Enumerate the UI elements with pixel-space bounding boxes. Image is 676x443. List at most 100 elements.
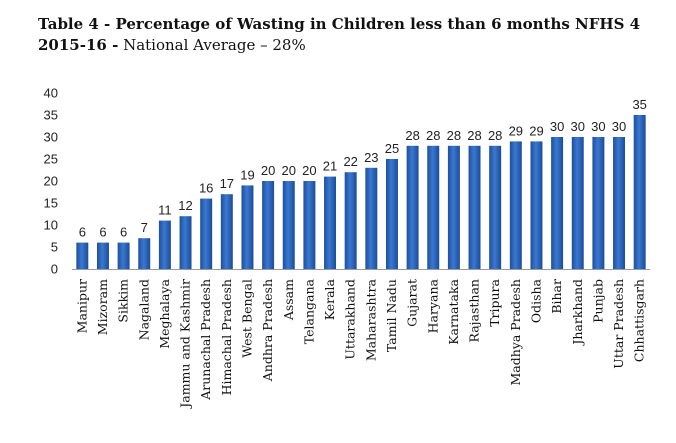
category-label: Jharkhand bbox=[570, 279, 585, 347]
bar bbox=[282, 181, 295, 269]
category-label: Bihar bbox=[549, 279, 564, 314]
bar bbox=[571, 137, 584, 269]
bar bbox=[76, 242, 89, 269]
data-label: 6 bbox=[99, 225, 106, 240]
bar bbox=[241, 185, 254, 269]
bar bbox=[179, 216, 192, 269]
bar bbox=[117, 242, 130, 269]
category-label: Himachal Pradesh bbox=[219, 279, 234, 395]
bar bbox=[406, 145, 419, 269]
data-label: 30 bbox=[591, 119, 605, 134]
bar bbox=[200, 198, 213, 269]
category-label: Telangana bbox=[301, 278, 316, 344]
data-label: 23 bbox=[364, 150, 378, 165]
category-label: Rajasthan bbox=[467, 279, 482, 342]
data-label: 30 bbox=[571, 119, 585, 134]
bar bbox=[551, 137, 564, 269]
y-tick-label: 25 bbox=[44, 152, 58, 167]
category-label: Jammu and Kashmir bbox=[178, 279, 193, 410]
data-label: 16 bbox=[199, 181, 213, 196]
category-label: Meghalaya bbox=[157, 278, 172, 348]
title-line: Table 4 - Percentage of Wasting in Child… bbox=[38, 15, 641, 33]
data-label: 20 bbox=[282, 163, 296, 178]
category-label: Sikkim bbox=[116, 279, 131, 323]
data-label: 20 bbox=[302, 163, 316, 178]
category-label: Uttar Pradesh bbox=[611, 279, 626, 369]
bar bbox=[303, 181, 316, 269]
data-label: 29 bbox=[509, 123, 523, 138]
labels-layer: 6 Manipur 6 Mizoram 6 Sikkim 7 Nagaland 11 Meghal… bbox=[74, 97, 647, 410]
y-tick-label: 0 bbox=[51, 262, 58, 277]
bar bbox=[385, 159, 398, 269]
bar bbox=[365, 167, 378, 269]
category-label: Assam bbox=[281, 279, 296, 321]
category-label: Gujarat bbox=[405, 279, 420, 327]
data-label: 7 bbox=[141, 220, 148, 235]
data-label: 20 bbox=[261, 163, 275, 178]
subtitle-bold: 2015-16 - bbox=[38, 36, 119, 54]
y-tick-label: 30 bbox=[44, 130, 58, 145]
data-label: 21 bbox=[323, 159, 337, 174]
category-label: Maharashtra bbox=[363, 278, 378, 361]
category-label: Mizoram bbox=[95, 279, 110, 335]
data-label: 30 bbox=[550, 119, 564, 134]
bar bbox=[96, 242, 109, 269]
category-label: Tamil Nadu bbox=[384, 279, 399, 352]
bar bbox=[138, 238, 151, 269]
category-label: Uttarakhand bbox=[343, 279, 358, 360]
bar bbox=[592, 137, 605, 269]
y-tick-label: 35 bbox=[44, 108, 58, 123]
y-tick-label: 5 bbox=[51, 240, 58, 255]
data-label: 29 bbox=[529, 123, 543, 138]
bar bbox=[509, 141, 522, 269]
bar bbox=[344, 172, 357, 269]
chart-title: Table 4 - Percentage of Wasting in Child… bbox=[38, 14, 668, 56]
data-label: 35 bbox=[632, 97, 646, 112]
data-label: 19 bbox=[240, 167, 254, 182]
bar bbox=[530, 141, 543, 269]
category-label: Punjab bbox=[590, 279, 605, 323]
category-label: Manipur bbox=[74, 279, 89, 333]
data-label: 12 bbox=[178, 198, 192, 213]
bar bbox=[613, 137, 626, 269]
category-label: Nagaland bbox=[136, 279, 151, 340]
axis-layer: 0 5 10 15 20 25 30 35 40 bbox=[44, 86, 650, 277]
data-label: 22 bbox=[343, 154, 357, 169]
bar bbox=[220, 194, 233, 269]
y-tick-label: 40 bbox=[44, 86, 58, 101]
y-tick-label: 20 bbox=[44, 174, 58, 189]
bar bbox=[324, 176, 337, 269]
y-tick-label: 10 bbox=[44, 218, 58, 233]
category-label: Chhattisgarh bbox=[632, 279, 647, 362]
bar bbox=[468, 145, 481, 269]
data-label: 11 bbox=[158, 203, 172, 218]
bar bbox=[158, 220, 171, 269]
y-tick-label: 15 bbox=[44, 196, 58, 211]
category-label: Andhra Pradesh bbox=[260, 279, 275, 382]
data-label: 30 bbox=[612, 119, 626, 134]
data-label: 25 bbox=[385, 141, 399, 156]
bar bbox=[262, 181, 275, 269]
data-label: 6 bbox=[79, 225, 86, 240]
category-label: Karnataka bbox=[446, 278, 461, 344]
bar bbox=[633, 115, 646, 269]
bar bbox=[447, 145, 460, 269]
category-label: West Bengal bbox=[239, 279, 254, 358]
data-label: 28 bbox=[426, 128, 440, 143]
data-label: 28 bbox=[447, 128, 461, 143]
bars-layer bbox=[76, 115, 646, 269]
category-label: Madhya Pradesh bbox=[508, 279, 523, 386]
data-label: 28 bbox=[467, 128, 481, 143]
subtitle-text: National Average – 28% bbox=[123, 36, 306, 54]
bar bbox=[427, 145, 440, 269]
category-label: Tripura bbox=[487, 278, 502, 326]
bar bbox=[489, 145, 502, 269]
data-label: 6 bbox=[120, 225, 127, 240]
category-label: Kerala bbox=[322, 278, 337, 320]
category-label: Haryana bbox=[425, 278, 440, 333]
data-label: 17 bbox=[220, 176, 234, 191]
category-label: Odisha bbox=[528, 278, 543, 323]
data-label: 28 bbox=[488, 128, 502, 143]
data-label: 28 bbox=[405, 128, 419, 143]
